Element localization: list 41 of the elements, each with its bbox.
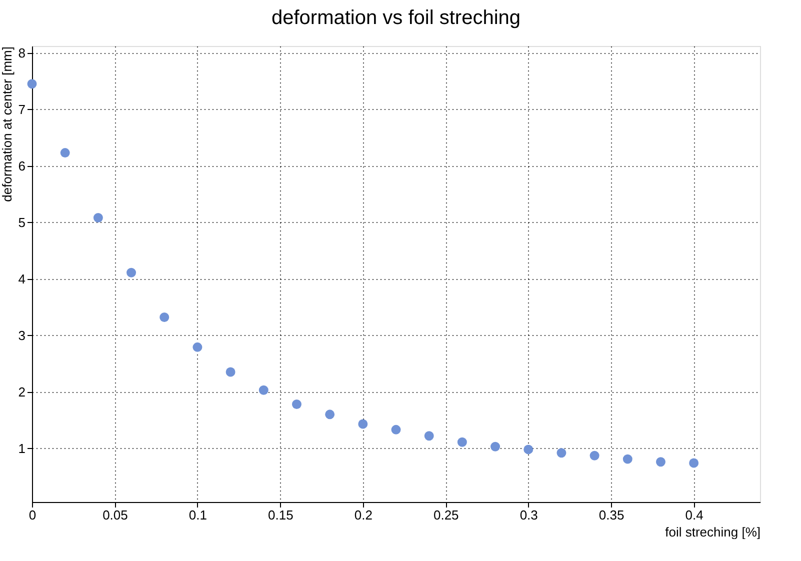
- x-tick-label: 0.3: [520, 508, 538, 522]
- x-tick-label: 0.35: [598, 508, 624, 522]
- y-tick-label: 8: [18, 45, 26, 60]
- point: [60, 148, 70, 158]
- y-tick-label: 3: [18, 328, 26, 343]
- point: [126, 268, 136, 278]
- point: [325, 410, 335, 420]
- x-axis-title: foil streching [%]: [665, 524, 760, 540]
- x-tick-label: 0.4: [685, 508, 704, 522]
- point: [93, 213, 103, 223]
- point: [292, 400, 302, 409]
- point: [391, 424, 401, 434]
- x-tick-label: 0: [28, 508, 36, 522]
- point: [622, 454, 632, 464]
- x-tick-label: 0.25: [433, 508, 459, 522]
- point: [689, 458, 699, 468]
- y-axis-title: deformation at center [mm]: [0, 46, 14, 202]
- y-tick-label: 4: [18, 271, 26, 286]
- point: [192, 342, 202, 352]
- x-tick-label: 0.05: [102, 508, 128, 522]
- point: [457, 437, 467, 447]
- chart-title: deformation vs foil streching: [271, 7, 521, 29]
- point: [656, 457, 666, 467]
- point: [27, 79, 37, 89]
- x-tick-label: 0.2: [354, 508, 372, 522]
- y-tick-label: 7: [18, 102, 26, 117]
- point: [258, 385, 268, 395]
- point: [226, 367, 236, 377]
- y-tick-label: 5: [18, 214, 26, 230]
- x-tick-label: 0.15: [268, 508, 294, 522]
- point: [490, 442, 500, 452]
- point: [424, 431, 434, 441]
- point: [524, 444, 534, 454]
- point: [160, 312, 170, 322]
- y-tick-label: 2: [18, 384, 26, 400]
- point: [590, 450, 600, 460]
- x-tick-label: 0.1: [188, 508, 207, 522]
- y-tick-label: 6: [18, 158, 26, 174]
- point: [556, 448, 566, 458]
- y-tick-label: 1: [18, 440, 26, 456]
- point: [358, 419, 368, 429]
